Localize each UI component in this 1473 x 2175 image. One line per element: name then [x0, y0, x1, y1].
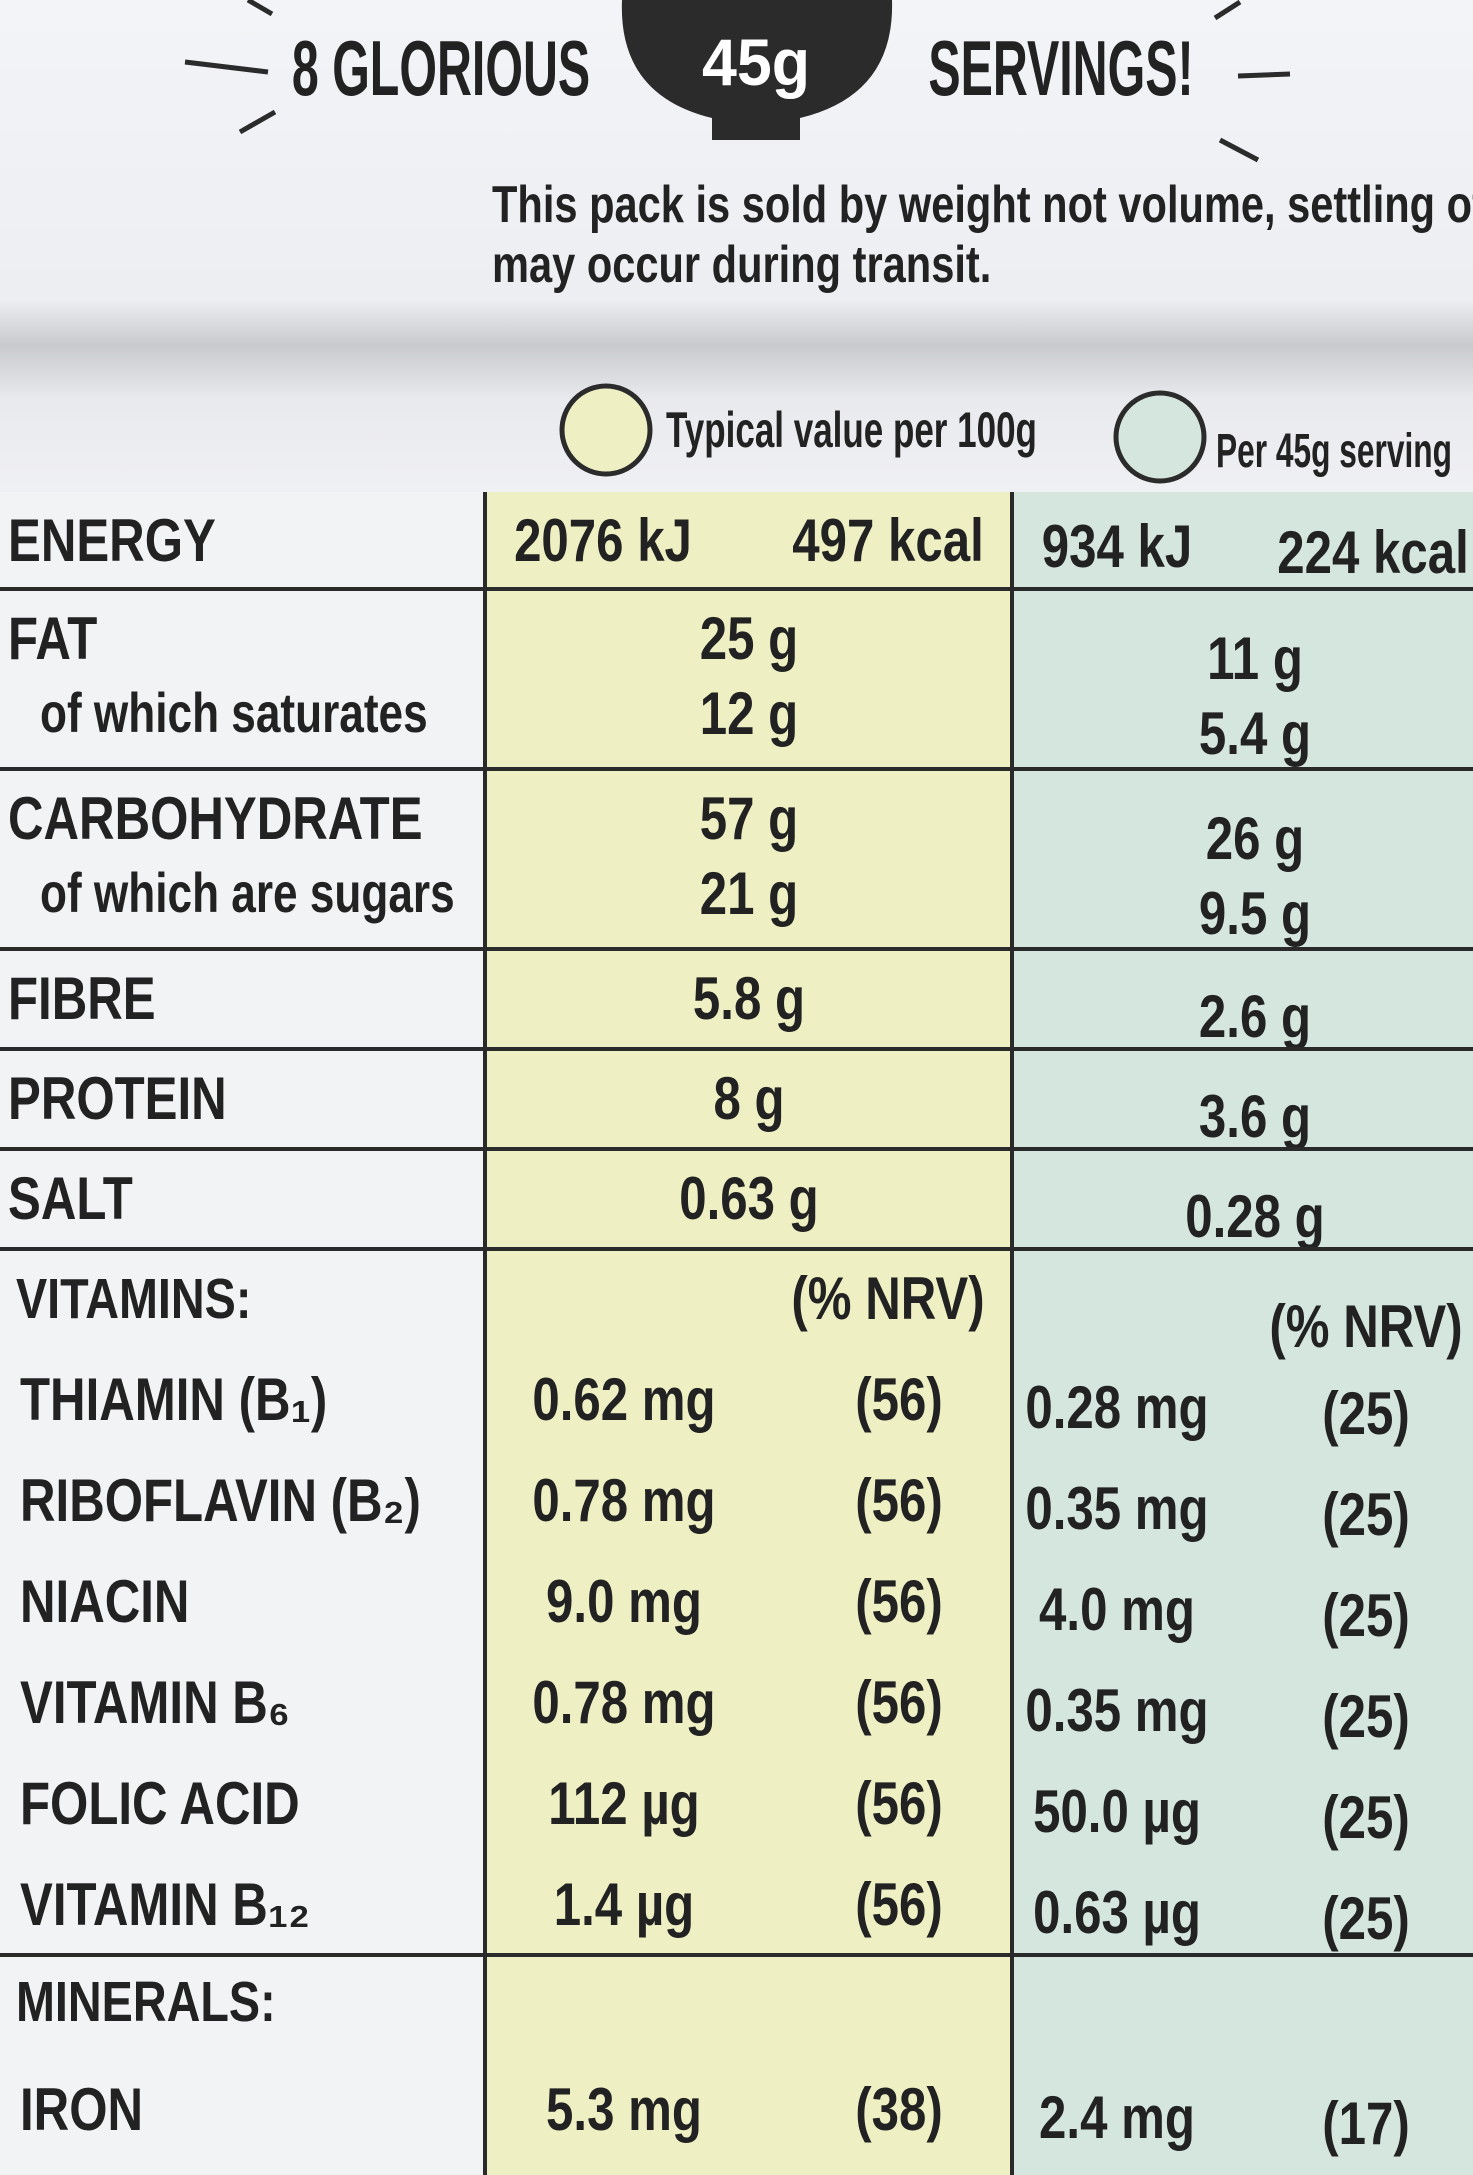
value: (25): [1322, 1783, 1410, 1851]
label-column: [0, 492, 485, 2175]
nrv-heading: (% NRV): [1269, 1293, 1463, 1360]
value: 2.6 g: [1198, 983, 1312, 1050]
value: 9.0 mg: [546, 1567, 702, 1635]
value: 5.3 mg: [546, 2076, 702, 2143]
column-header: Per 45g serving: [1216, 425, 1452, 478]
value: 0.28 mg: [1025, 1373, 1209, 1441]
notice-line: may occur during transit.: [492, 236, 992, 294]
per-100g-column: [485, 492, 1012, 2175]
value: 25 g: [699, 605, 799, 672]
value: 11 g: [1207, 625, 1303, 692]
value: 0.78 mg: [532, 1668, 716, 1736]
value: (56): [855, 1567, 943, 1635]
value: 0.63 µg: [1033, 1878, 1201, 1946]
value: (25): [1322, 1480, 1410, 1548]
value: (25): [1322, 1581, 1410, 1649]
row-divider: [0, 1047, 1473, 1051]
row-divider: [0, 1147, 1473, 1151]
value: 21 g: [699, 860, 799, 927]
notice-line: This pack is sold by weight not volume, …: [492, 176, 1473, 234]
value: 0.78 mg: [532, 1466, 716, 1534]
row-label: ENERGY: [8, 506, 216, 574]
nrv-heading: (% NRV): [791, 1265, 985, 1332]
value: 5.8 g: [692, 965, 806, 1032]
column-divider: [483, 492, 487, 2175]
value: (56): [855, 1769, 943, 1837]
badge-text: 45g: [701, 25, 811, 99]
section-heading: VITAMINS:: [16, 1266, 252, 1331]
row-label: NIACIN: [20, 1567, 190, 1635]
row-label: SALT: [8, 1165, 133, 1232]
decor-lines: [184, 0, 1291, 163]
row-divider: [0, 587, 1473, 591]
value: (25): [1322, 1682, 1410, 1750]
column-divider: [1010, 492, 1014, 2175]
row-label: IRON: [20, 2076, 143, 2143]
row-divider: [0, 947, 1473, 951]
sub-label: of which are sugars: [40, 862, 455, 925]
value: 0.35 mg: [1025, 1474, 1209, 1542]
row-label: FAT: [8, 605, 98, 672]
per-serving-column: [1012, 492, 1473, 2175]
value: (56): [855, 1365, 943, 1433]
value: 57 g: [699, 785, 799, 852]
row-label: THIAMIN (B₁): [20, 1365, 328, 1433]
row-label: VITAMIN B₁₂: [20, 1870, 311, 1938]
value: 50.0 µg: [1033, 1777, 1201, 1845]
value: (56): [855, 1668, 943, 1736]
value: 0.28 g: [1185, 1183, 1325, 1250]
row-label: VITAMIN B₆: [20, 1668, 291, 1736]
row-divider: [0, 1953, 1473, 1957]
value: 497 kcal: [792, 506, 984, 574]
value: 112 µg: [548, 1769, 700, 1837]
value: 8 g: [713, 1065, 785, 1132]
row-label: FOLIC ACID: [20, 1769, 300, 1837]
value: 2.4 mg: [1039, 2084, 1195, 2151]
value: (56): [855, 1870, 943, 1938]
row-divider: [0, 1247, 1473, 1251]
value: 26 g: [1205, 805, 1305, 872]
value: 12 g: [699, 680, 799, 747]
servings-left: 8 GLORIOUS: [291, 24, 591, 112]
row-label: RIBOFLAVIN (B₂): [20, 1466, 421, 1534]
value: 4.0 mg: [1039, 1575, 1195, 1643]
value: 224 kcal: [1277, 518, 1469, 586]
value: 5.4 g: [1198, 700, 1312, 767]
value: (56): [855, 1466, 943, 1534]
row-label: CARBOHYDRATE: [8, 785, 423, 852]
value: 0.63 g: [679, 1165, 819, 1232]
value: 9.5 g: [1198, 880, 1312, 947]
section-heading: MINERALS:: [16, 1969, 276, 2034]
value: 2076 kJ: [514, 506, 692, 574]
bowl-badge: [621, 0, 893, 140]
header-graphics: [184, 0, 1291, 484]
value: (25): [1322, 1884, 1410, 1952]
value: 1.4 µg: [553, 1870, 695, 1938]
row-label: FIBRE: [8, 965, 156, 1032]
value: (17): [1322, 2090, 1410, 2157]
value: 3.6 g: [1198, 1083, 1312, 1150]
value: 0.35 mg: [1025, 1676, 1209, 1744]
value: (25): [1322, 1379, 1410, 1447]
column-header: Typical value per 100g: [666, 402, 1037, 458]
sub-label: of which saturates: [40, 682, 428, 745]
value: 0.62 mg: [532, 1365, 716, 1433]
row-label: PROTEIN: [8, 1065, 227, 1132]
servings-right: SERVINGS!: [928, 24, 1194, 112]
value: 934 kJ: [1041, 512, 1193, 580]
value: (38): [855, 2076, 943, 2143]
row-divider: [0, 767, 1473, 771]
